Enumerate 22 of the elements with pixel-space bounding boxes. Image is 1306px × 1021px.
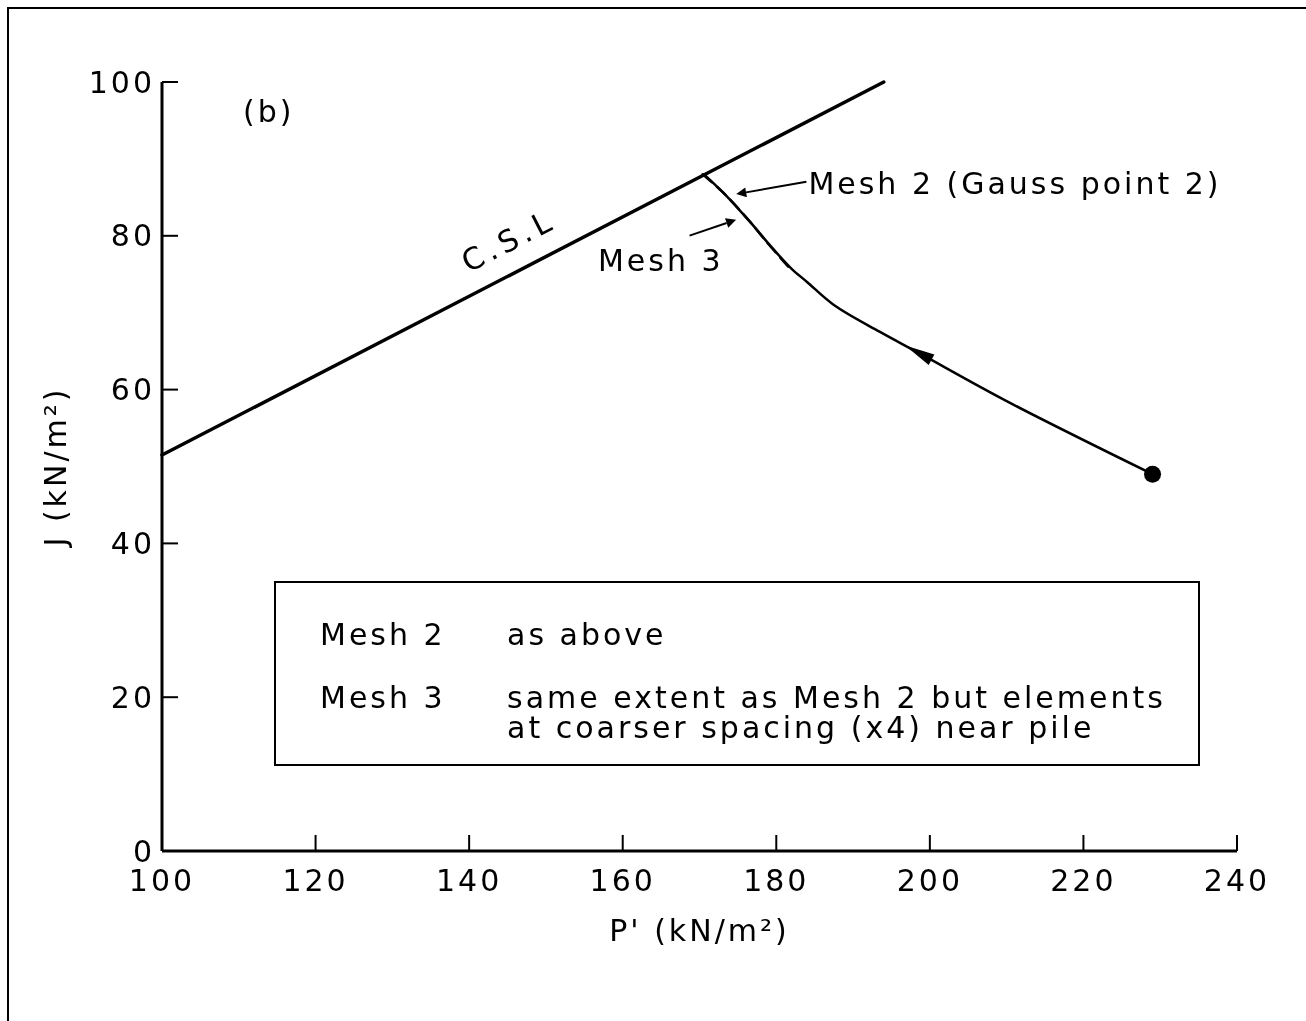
x-tick-label: 180 — [743, 862, 810, 898]
annotation: (b) — [243, 94, 295, 129]
y-tick-label: 60 — [110, 372, 155, 408]
annotation: Mesh 3 — [320, 680, 446, 715]
x-tick-label: 220 — [1050, 862, 1117, 898]
x-tick-label: 200 — [896, 862, 963, 898]
annotation: same extent as Mesh 2 but elements at coarser spacing (x4) near pile — [507, 680, 1166, 745]
y-tick-label: 20 — [110, 679, 155, 715]
y-tick-label: 0 — [132, 833, 155, 869]
legend-label: Mesh 2 (Gauss point 2) — [808, 165, 1222, 201]
y-tick-label: 80 — [110, 218, 155, 254]
x-tick-label: 160 — [589, 862, 656, 898]
y-tick-label: 40 — [110, 525, 155, 561]
x-tick-label: 240 — [1203, 862, 1271, 898]
x-tick-label: 120 — [282, 862, 349, 898]
annotation: as above — [507, 617, 667, 652]
x-axis-title: P' (kN/m²) — [609, 913, 790, 948]
series-label: Mesh 3 — [597, 242, 724, 278]
y-axis-title: J (kN/m²) — [37, 386, 73, 549]
annotation: Mesh 2 — [320, 617, 446, 652]
x-tick-label: 140 — [436, 862, 503, 898]
y-tick-label: 100 — [88, 64, 155, 100]
